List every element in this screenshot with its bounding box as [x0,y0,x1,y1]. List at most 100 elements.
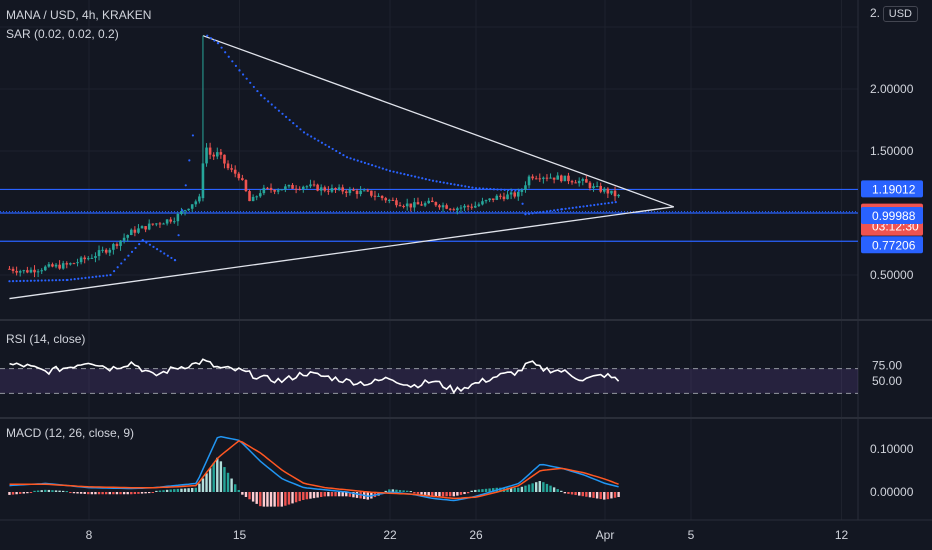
sar-dot [216,42,220,45]
sar-dot [367,162,370,166]
sar-dot [489,187,492,191]
sar-dot [69,278,73,281]
sar-legend[interactable]: SAR (0.02, 0.02, 0.2) [6,27,119,41]
macd-histogram-bar [334,492,337,497]
sar-dot [54,279,58,282]
sar-dot [40,279,43,282]
macd-histogram-bar [578,492,581,496]
macd-histogram-bar [173,489,176,492]
candle-body [18,271,22,273]
macd-histogram-bar [208,468,212,492]
rsi-legend[interactable]: RSI (14, close) [6,332,86,346]
sar-dot [102,274,105,277]
sar-dot [284,115,288,118]
macd-histogram-bar [463,492,466,495]
candle-body [115,244,119,246]
candle-body [538,178,542,180]
macd-histogram-bar [323,492,326,497]
macd-histogram-bar [76,492,79,494]
candle-body [15,270,18,273]
sar-dot [335,149,338,153]
macd-histogram-bar [29,492,33,493]
sar-dot [152,245,155,248]
sar-dot [295,125,298,128]
sar-dot [431,179,435,182]
candle-body [54,264,58,267]
level-1-19012-label: 1.19012 [872,182,916,196]
candle-body [194,201,198,205]
macd-histogram-bar [8,492,11,495]
candle-body [76,262,79,264]
sar-dot [607,201,610,205]
sar-dot [396,171,399,174]
macd-histogram-bar [144,492,147,494]
macd-histogram-bar [610,492,613,499]
macd-histogram-bar [499,487,502,492]
macd-legend[interactable]: MACD (12, 26, close, 9) [6,426,135,440]
candle-body [122,237,126,241]
candle-body [241,178,244,181]
macd-histogram-bar [459,492,463,495]
sar-dot [231,60,234,63]
sar-dot [77,277,80,280]
sar-dot [568,207,571,210]
macd-histogram-bar [65,491,68,493]
candle-body [219,152,223,155]
macd-histogram-bar [330,492,334,497]
macd-histogram-bar [255,492,258,504]
price-pane[interactable] [0,34,858,300]
sar-dot [206,34,209,37]
macd-histogram-bar [62,490,65,492]
sar-dot [166,254,169,257]
sar-dot [545,210,549,213]
sar-dot [241,73,245,76]
sar-dot [249,81,252,84]
candle-body [58,264,61,269]
sar-dot [331,147,334,151]
candle-body [180,211,183,214]
candle-body [617,194,620,197]
macd-histogram-bar [237,489,240,492]
macd-histogram-bar [191,487,194,492]
currency-button[interactable]: USD [882,6,918,22]
rsi-pane[interactable] [0,358,858,395]
sar-dot [564,207,567,210]
macd-histogram-bar [51,490,54,492]
sar-dot [145,241,148,244]
macd-pane[interactable] [8,435,620,507]
sar-dot [467,185,470,189]
candle-body [312,184,316,186]
candle-body [119,240,122,246]
macd-histogram-bar [165,489,169,492]
sar-dot [44,279,47,282]
macd-histogram-bar [517,487,520,492]
sar-dot [435,180,438,183]
candle-body [477,204,481,206]
candle-body [441,205,445,208]
sar-dot [184,184,187,187]
sar-dot [252,85,255,89]
macd-histogram-bar [599,492,602,500]
candle-body [470,206,473,208]
sar-dot [406,173,410,177]
level-0-99988-badge [861,207,923,225]
sar-dot [188,159,191,162]
sar-dot [80,277,83,280]
sar-dot [439,180,442,184]
sar-dot [485,187,488,190]
macd-histogram-bar [176,488,180,492]
macd-histogram-bar [19,492,22,494]
sar-dot [474,187,478,190]
sar-dot [449,182,453,185]
time-tick-label: 12 [835,528,849,542]
sar-dot [8,280,11,283]
macd-histogram-bar [488,488,491,492]
sar-dot [220,46,223,49]
macd-histogram-bar [434,492,438,497]
macd-histogram-bar [54,490,58,492]
candle-body [212,154,215,157]
macd-histogram-bar [542,482,545,492]
macd-histogram-bar [248,492,251,500]
symbol-legend[interactable]: MANA / USD, 4h, KRAKEN [6,8,152,22]
